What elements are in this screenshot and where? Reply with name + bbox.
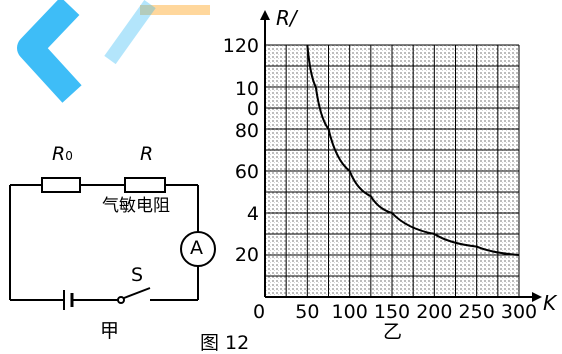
resistance-curve [306, 44, 520, 256]
switch-lever [123, 287, 151, 299]
x-tick-label: 0 [253, 301, 265, 323]
y-axis-arrow [260, 10, 270, 20]
r0-label: R0 [52, 143, 73, 165]
circuit-caption: 甲 [100, 320, 120, 342]
r-label: R [140, 143, 154, 165]
x-tick-label: 300 [501, 301, 537, 323]
x-axis-label: K [543, 291, 557, 315]
y-tick-label: 80 [235, 120, 259, 142]
x-tick-label: 250 [459, 301, 495, 323]
y-tick-label: 60 [235, 161, 259, 183]
figure-caption: 图 12 [200, 332, 250, 354]
y-tick-label: 0 [247, 98, 259, 120]
x-tick-label: 150 [374, 301, 410, 323]
y-axis-label: R/ [276, 6, 297, 30]
switch-pivot [117, 296, 125, 304]
y-tick-label: 4 [247, 203, 259, 225]
x-tick-label: 50 [295, 301, 319, 323]
y-tick-label: 20 [235, 244, 259, 266]
chart-caption: 乙 [383, 321, 403, 343]
watermark-logo [17, 0, 210, 103]
y-tick-label: 120 [223, 35, 259, 57]
switch-label: S [131, 264, 144, 286]
x-tick-label: 200 [416, 301, 452, 323]
sensor-label: 气敏电阻 [102, 196, 170, 216]
circuit-diagram [9, 177, 216, 310]
ammeter-label: A [190, 237, 203, 259]
x-axis-arrow [532, 292, 542, 302]
y-tick-label: 10 [235, 78, 259, 100]
x-tick-label: 100 [332, 301, 368, 323]
